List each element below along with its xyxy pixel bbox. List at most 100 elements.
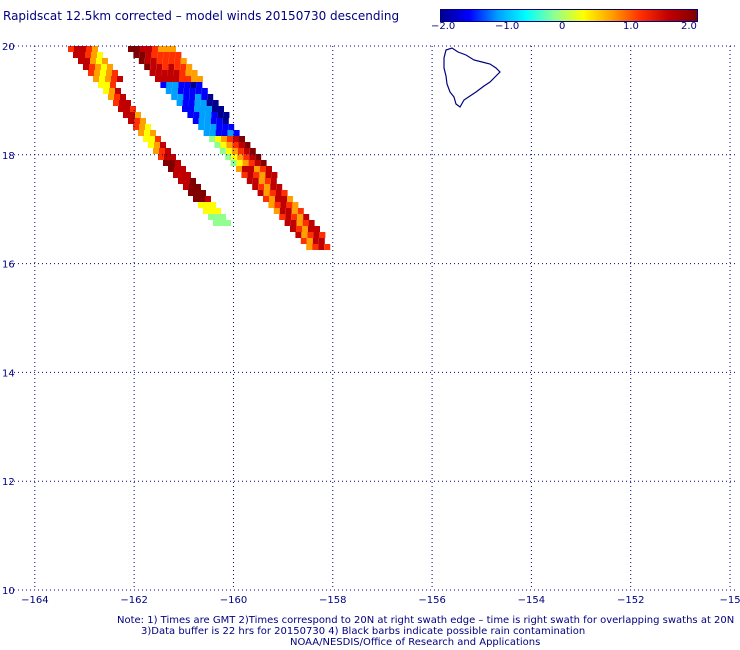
swath-cell bbox=[150, 64, 157, 70]
swath-cell bbox=[312, 244, 319, 250]
swath-cell bbox=[155, 136, 161, 142]
swath-cell bbox=[133, 52, 140, 58]
swath-cell bbox=[97, 52, 103, 58]
swath-cell bbox=[168, 166, 174, 172]
swath-cell bbox=[248, 166, 254, 172]
swath-cell bbox=[203, 130, 210, 136]
swath-cell bbox=[243, 148, 250, 154]
swath-cell bbox=[124, 106, 130, 112]
swath-cell bbox=[324, 244, 331, 250]
swath-cell bbox=[178, 82, 185, 88]
swath-cell bbox=[287, 196, 293, 202]
swath-cell bbox=[84, 58, 90, 64]
swath-cell bbox=[189, 184, 195, 190]
swath-cell bbox=[301, 232, 308, 238]
swath-cell bbox=[184, 82, 191, 88]
swath-cell bbox=[303, 214, 310, 220]
swath-cell bbox=[102, 58, 108, 64]
swath-cell bbox=[268, 202, 275, 208]
swath-cell bbox=[270, 184, 277, 190]
colorbar-tick-label: 0 bbox=[559, 21, 566, 32]
swath-cell bbox=[188, 100, 195, 106]
swath-cell bbox=[271, 172, 278, 178]
swath-cell bbox=[238, 142, 245, 148]
swath-cell bbox=[275, 196, 281, 202]
swath-cell bbox=[189, 88, 196, 94]
swath-cell bbox=[306, 238, 313, 244]
swath-cell bbox=[296, 226, 302, 232]
colorbar bbox=[440, 9, 698, 22]
swath-cell bbox=[179, 76, 185, 82]
swath-cell bbox=[174, 64, 181, 70]
swath-cell bbox=[273, 208, 280, 214]
swath-cell bbox=[313, 232, 320, 238]
swath-cell bbox=[220, 214, 226, 220]
swath-cell bbox=[260, 166, 266, 172]
swath-cell bbox=[150, 130, 156, 136]
swath-cell bbox=[163, 52, 170, 58]
swath-cell bbox=[226, 142, 233, 148]
swath-cell bbox=[96, 58, 102, 64]
swath-cell bbox=[199, 112, 206, 118]
swath-cell bbox=[205, 112, 212, 118]
swath-cell bbox=[200, 106, 206, 112]
swath-cell bbox=[249, 154, 256, 160]
swath-cell bbox=[228, 124, 235, 130]
swath-cell bbox=[93, 76, 99, 82]
swath-cell bbox=[178, 178, 184, 184]
colorbar-tick-label: −1.0 bbox=[495, 21, 520, 32]
swath-cell bbox=[195, 88, 202, 94]
swath-cell bbox=[244, 142, 251, 148]
swath-cell bbox=[79, 52, 85, 58]
swath-cell bbox=[254, 160, 261, 166]
swath-cell bbox=[160, 142, 166, 148]
swath-cell bbox=[166, 82, 173, 88]
swath-cell bbox=[186, 64, 193, 70]
swath-cell bbox=[206, 100, 213, 106]
swath-cell bbox=[200, 100, 207, 106]
swath-cell bbox=[221, 130, 228, 136]
swath-cell bbox=[258, 178, 265, 184]
swath-cell bbox=[182, 106, 188, 112]
swath-cell bbox=[191, 76, 197, 82]
swath-cell bbox=[118, 106, 124, 112]
swath-cell bbox=[103, 88, 109, 94]
swath-cell bbox=[194, 100, 201, 106]
swath-cell bbox=[145, 52, 152, 58]
swath-cell bbox=[148, 142, 154, 148]
swath-cell bbox=[169, 160, 175, 166]
swath-cell bbox=[158, 46, 164, 52]
swath-cell bbox=[295, 232, 302, 238]
swath-cell bbox=[74, 46, 80, 52]
swath-cell bbox=[308, 220, 315, 226]
swath-cell bbox=[204, 202, 210, 208]
swath-cell bbox=[125, 100, 131, 106]
swath-cell bbox=[254, 166, 260, 172]
swath-cell bbox=[281, 196, 287, 202]
swath-cell bbox=[231, 148, 238, 154]
swath-cell bbox=[185, 70, 192, 76]
longitude-label: −162 bbox=[120, 595, 147, 606]
swath-cell bbox=[155, 70, 162, 76]
swath-cell bbox=[183, 184, 189, 190]
swath-cell bbox=[169, 52, 176, 58]
swath-cell bbox=[222, 124, 229, 130]
swath-cell bbox=[161, 76, 167, 82]
swath-cell bbox=[193, 196, 199, 202]
swath-cell bbox=[242, 166, 248, 172]
swath-cell bbox=[152, 46, 158, 52]
swath-cell bbox=[91, 52, 97, 58]
swath-cell bbox=[252, 178, 259, 184]
longitude-label: −160 bbox=[220, 595, 247, 606]
swath-cell bbox=[114, 94, 120, 100]
swath-cell bbox=[164, 154, 170, 160]
swath-cell bbox=[227, 136, 233, 142]
swath-cell bbox=[179, 70, 186, 76]
swath-cell bbox=[183, 88, 190, 94]
swath-cell bbox=[201, 94, 208, 100]
swath-cell bbox=[113, 100, 119, 106]
swath-cell bbox=[194, 190, 200, 196]
swath-cell bbox=[264, 184, 271, 190]
swath-cell bbox=[68, 46, 74, 52]
swath-cell bbox=[200, 190, 206, 196]
